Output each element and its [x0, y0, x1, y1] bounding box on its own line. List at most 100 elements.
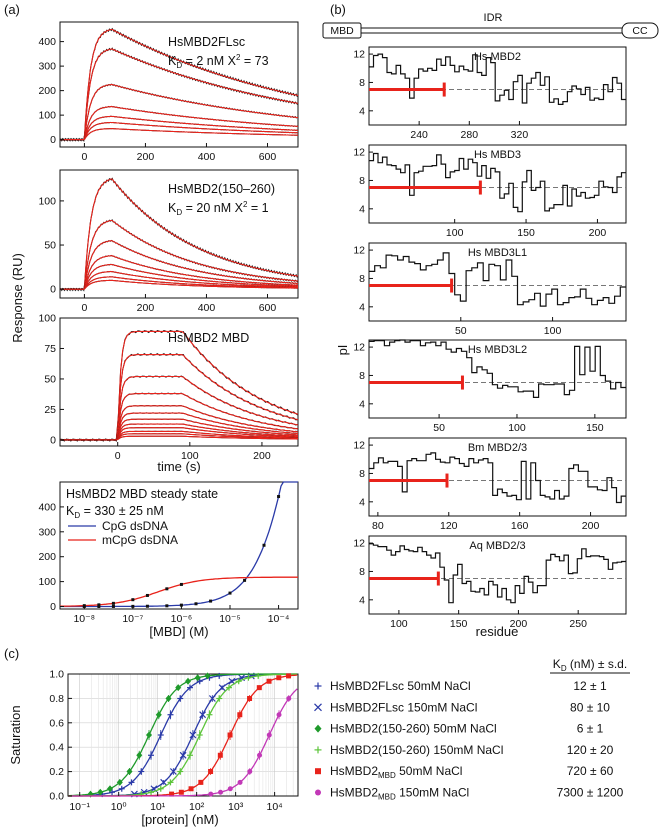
c-ytick-label: 0.8	[49, 693, 64, 705]
panel-a-flsc: 0 200 400 600 0 100 200 300 400 HsMBD2FLsc KD = 2 …	[38, 21, 299, 163]
c-kd-value: 120 ± 20	[567, 743, 614, 757]
c-legend-label: HsMBD2FLsc 50mM NaCl	[330, 679, 471, 693]
b-panel-title: Hs MBD3L1	[468, 247, 527, 259]
a1-frame	[59, 21, 299, 148]
a2-xtick-label: 400	[198, 302, 216, 314]
b-panel-3-xtick-label: 150	[586, 422, 604, 434]
marker-circle	[208, 791, 214, 797]
marker-square	[247, 695, 253, 701]
b-ytick-label: 4	[359, 398, 365, 410]
c-ylabel: Saturation	[8, 705, 23, 764]
b-pi-profile	[369, 152, 626, 213]
panel-b-pi-profiles: MBD IDR CC Hs MBD2 240 280 320 4 8 12 Hs MBD3 100 15…	[322, 12, 659, 639]
b-panel-1-frame	[368, 144, 627, 224]
marker-square	[198, 779, 204, 785]
marker-square	[227, 732, 233, 738]
b-pi-profile	[369, 452, 626, 504]
a1-fit-curve	[60, 115, 298, 141]
marker-square	[266, 678, 272, 684]
b-ytick-label: 8	[359, 273, 365, 285]
marker-cross	[228, 677, 236, 685]
marker-square	[208, 769, 214, 775]
a4-point	[165, 604, 169, 608]
b-ytick-label: 12	[353, 342, 365, 354]
b-ytick-label: 12	[353, 147, 365, 159]
b-ytick-label: 4	[359, 594, 365, 606]
a4-point	[165, 587, 169, 591]
c-fit-2	[68, 673, 298, 797]
marker-square	[276, 675, 282, 681]
a1-fit-curve	[60, 48, 299, 141]
a4-point	[228, 591, 232, 595]
b-ytick-label: 8	[359, 370, 365, 382]
b-panel-3-xtick-label: 100	[508, 422, 526, 434]
b-ytick-label: 4	[359, 203, 365, 215]
domain-cc-box	[621, 22, 659, 39]
b-pi-profile	[369, 252, 626, 307]
a1-ytick-label: 200	[38, 85, 56, 97]
a2-ytick-label: 50	[44, 240, 56, 252]
a2-ytick-label: 100	[38, 195, 56, 207]
marker-cross	[169, 768, 177, 775]
a4-ytick-label: 100	[38, 576, 56, 588]
a2-xtick-label: 600	[259, 302, 277, 314]
a4-title: HsMBD2 MBD steady state	[66, 487, 218, 501]
b-panel-4-xtick-label: 120	[440, 520, 458, 532]
b-ytick-label: 8	[359, 566, 365, 578]
marker-circle	[227, 786, 233, 792]
c-ytick-label: 1.0	[49, 669, 64, 681]
a3-frame	[59, 317, 299, 447]
a1-fit-curve	[60, 121, 299, 141]
b-panel-0-frame	[368, 46, 627, 126]
a1-xtick-label: 200	[137, 151, 155, 163]
a3-xtick-label: 100	[181, 450, 199, 462]
marker-diamond	[185, 677, 191, 685]
a4-point	[277, 495, 281, 499]
marker-diamond	[107, 785, 113, 793]
a3-ytick-label: 50	[44, 373, 56, 385]
a4-point	[131, 598, 135, 602]
a4-point	[209, 599, 213, 603]
a4-ytick-label: 400	[38, 501, 56, 513]
marker-square	[188, 786, 194, 792]
b-panel-1-xtick-label: 100	[446, 227, 464, 239]
a4-legend-label: CpG dsDNA	[102, 519, 168, 533]
b-ytick-label: 8	[359, 77, 365, 89]
c-ytick-label: 0.0	[49, 791, 64, 803]
a4-xtick-label: 10⁻⁸	[73, 613, 95, 625]
a4-xtick-label: 10⁻⁷	[122, 613, 143, 625]
a3-title: HsMBD2 MBD	[168, 331, 249, 345]
a4-point	[262, 543, 266, 547]
b-xlabel: residue	[476, 624, 519, 639]
a2-ytick-label: 0	[50, 284, 56, 296]
b-panel-4-xtick-label: 200	[582, 520, 600, 532]
a4-point	[243, 578, 247, 582]
marker-circle	[218, 789, 224, 795]
marker-diamond	[116, 778, 123, 786]
marker-square	[256, 685, 262, 691]
domain-cc-label: CC	[632, 25, 648, 37]
a2-fit-curve	[60, 240, 298, 290]
a4-xtick-label: 10⁻⁶	[171, 613, 193, 625]
c-legend-label: HsMBD2(150-260) 150mM NaCl	[330, 743, 503, 757]
b-panel-1-xtick-label: 200	[589, 227, 607, 239]
marker-diamond	[126, 768, 133, 775]
domain-idr-label: IDR	[484, 12, 503, 24]
c-xtick-label: 10¹	[150, 801, 166, 813]
a1-xtick-label: 0	[81, 151, 87, 163]
c-legend-label: HsMBD2MBD 50mM NaCl	[330, 764, 462, 780]
marker-circle	[237, 779, 243, 785]
a4-legend-label: mCpG dsDNA	[102, 533, 178, 547]
c-legend-label: HsMBD2(150-260) 50mM NaCl	[330, 722, 497, 736]
b-ytick-label: 8	[359, 468, 365, 480]
a2-fit-curve	[60, 279, 298, 290]
panel-c-saturation: 10⁻¹ 10⁰ 10¹ 10² 10³ 10⁴ 0.0 0.2 0.4 0.6 0.8 1.0 [pr…	[8, 657, 630, 827]
b-panel-0-xtick-label: 240	[410, 129, 428, 141]
b-panel-0-xtick-label: 320	[511, 129, 529, 141]
a4-ytick-label: 200	[38, 551, 56, 563]
a1-fit-curve	[60, 84, 299, 141]
c-kd-value: 7300 ± 1200	[557, 786, 624, 800]
c-legend-label: HsMBD2FLsc 150mM NaCl	[330, 700, 477, 714]
a1-ytick-label: 300	[38, 61, 56, 73]
